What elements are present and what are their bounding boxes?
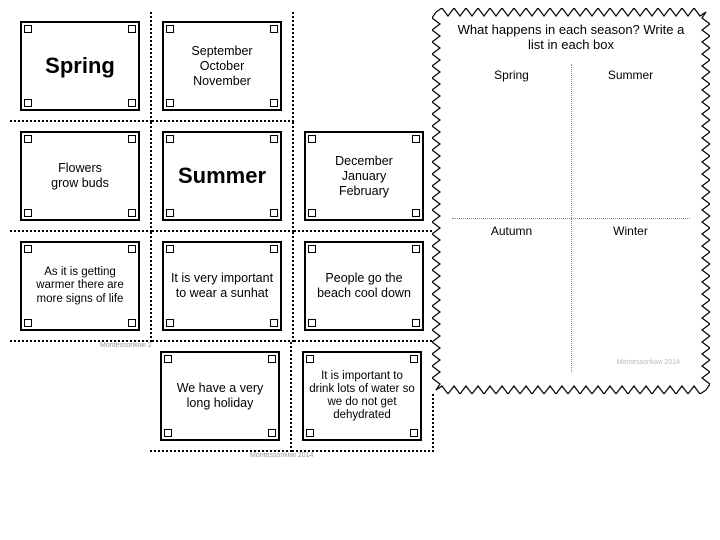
card-cell: It is very important to wear a sunhat — [152, 232, 294, 342]
card-cell: December January February — [294, 122, 436, 232]
label-spring: Spring — [452, 68, 571, 82]
card-text: Flowers grow buds — [51, 161, 109, 191]
card-cell: September October November — [152, 12, 294, 122]
card-holiday: We have a very long holiday — [160, 351, 280, 441]
card-months-son: September October November — [162, 21, 282, 111]
credit-text: Montessorikiwi 2 — [100, 342, 152, 349]
credit-text: Montessorikiwi 2014 — [250, 452, 313, 459]
card-cell: People go the beach cool down — [294, 232, 436, 342]
card-cell: Flowers grow buds — [10, 122, 152, 232]
card-text: As it is getting warmer there are more s… — [26, 266, 134, 306]
label-autumn: Autumn — [452, 224, 571, 238]
worksheet-credit: Montessorikiwi 2014 — [617, 359, 680, 366]
card-beach: People go the beach cool down — [304, 241, 424, 331]
worksheet-title: What happens in each season? Write a lis… — [438, 14, 704, 58]
card-text: September October November — [191, 44, 252, 89]
card-cell: It is important to drink lots of water s… — [292, 342, 434, 452]
card-cell: Spring — [10, 12, 152, 122]
cards-grid: Spring September October November Flower… — [10, 12, 450, 452]
label-winter: Winter — [571, 224, 690, 238]
card-water: It is important to drink lots of water s… — [302, 351, 422, 441]
card-text: People go the beach cool down — [310, 271, 418, 301]
label-summer: Summer — [571, 68, 690, 82]
card-title: Summer — [178, 163, 266, 189]
card-title: Spring — [45, 53, 115, 79]
card-text: It is very important to wear a sunhat — [168, 271, 276, 301]
card-spring: Spring — [20, 21, 140, 111]
card-cell: We have a very long holiday — [150, 342, 292, 452]
card-cell: As it is getting warmer there are more s… — [10, 232, 152, 342]
card-cell: Summer — [152, 122, 294, 232]
card-summer: Summer — [162, 131, 282, 221]
card-text: It is important to drink lots of water s… — [308, 370, 416, 423]
card-sunhat: It is very important to wear a sunhat — [162, 241, 282, 331]
card-text: We have a very long holiday — [166, 381, 274, 411]
card-text: December January February — [335, 154, 393, 199]
card-flowers: Flowers grow buds — [20, 131, 140, 221]
worksheet-grid: Spring Summer Autumn Winter — [452, 64, 690, 372]
card-warmer: As it is getting warmer there are more s… — [20, 241, 140, 331]
card-months-djf: December January February — [304, 131, 424, 221]
worksheet: What happens in each season? Write a lis… — [432, 8, 710, 394]
